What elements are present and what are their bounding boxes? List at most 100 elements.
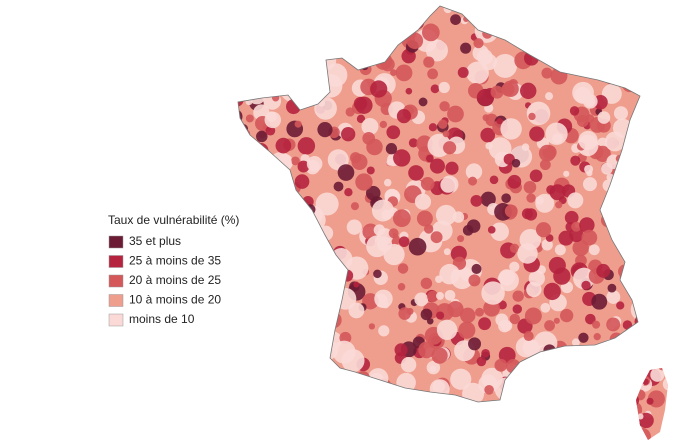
map-texture xyxy=(542,14,550,22)
map-texture xyxy=(254,373,266,385)
map-texture xyxy=(239,9,249,18)
map-texture xyxy=(479,6,495,10)
map-texture xyxy=(514,22,527,35)
map-texture xyxy=(386,414,409,437)
map-texture xyxy=(651,6,666,20)
map-texture xyxy=(438,119,448,129)
map-texture xyxy=(400,357,417,373)
map-texture xyxy=(280,78,305,102)
map-texture xyxy=(258,6,268,7)
map-texture xyxy=(397,6,414,17)
map-texture xyxy=(302,240,309,247)
map-texture xyxy=(445,161,459,175)
map-texture xyxy=(356,114,366,124)
map-texture xyxy=(324,40,340,56)
map-texture xyxy=(512,304,523,314)
map-texture xyxy=(472,405,483,417)
map-texture xyxy=(591,363,600,371)
map-texture xyxy=(550,67,568,85)
map-texture xyxy=(265,125,276,136)
map-texture xyxy=(243,6,256,9)
map-texture xyxy=(569,106,580,116)
map-texture xyxy=(545,92,554,101)
map-texture xyxy=(361,118,379,135)
map-texture xyxy=(257,248,272,263)
map-texture xyxy=(363,407,376,420)
map-texture xyxy=(480,127,496,143)
map-texture xyxy=(425,154,434,163)
map-texture xyxy=(622,76,638,93)
map-texture xyxy=(279,235,290,246)
map-texture xyxy=(355,393,364,402)
map-texture xyxy=(307,297,326,316)
map-texture xyxy=(329,386,340,397)
map-texture xyxy=(465,163,483,180)
map-texture xyxy=(238,241,242,252)
map-texture xyxy=(280,368,295,383)
map-texture xyxy=(299,6,323,31)
map-texture xyxy=(586,395,604,413)
map-texture xyxy=(657,361,667,371)
legend-label: 25 à moins de 35 xyxy=(129,254,221,268)
map-texture xyxy=(563,170,570,177)
map-texture xyxy=(541,412,565,435)
map-texture xyxy=(630,25,640,35)
map-texture xyxy=(372,44,389,62)
map-texture xyxy=(581,229,598,246)
map-texture xyxy=(590,383,603,396)
map-texture xyxy=(366,235,388,258)
map-texture xyxy=(495,313,509,327)
map-texture xyxy=(373,224,385,236)
map-texture xyxy=(538,144,556,162)
map-texture xyxy=(476,88,494,107)
legend: Taux de vulnérabilité (%) 35 et plus 25 à… xyxy=(108,213,239,327)
map-texture xyxy=(366,17,377,27)
map-texture xyxy=(246,278,264,296)
map-texture xyxy=(447,105,464,123)
map-texture xyxy=(398,307,411,320)
map-texture xyxy=(545,44,556,55)
map-texture xyxy=(238,10,246,20)
map-texture xyxy=(650,367,665,382)
map-texture xyxy=(321,403,331,413)
map-texture xyxy=(458,321,476,339)
map-texture xyxy=(238,38,250,53)
map-texture xyxy=(265,307,273,315)
map-texture xyxy=(493,53,518,78)
map-texture xyxy=(610,367,634,391)
map-texture xyxy=(483,409,493,419)
map-texture xyxy=(393,149,411,167)
map-texture xyxy=(460,42,472,54)
map-texture xyxy=(304,209,326,231)
map-texture xyxy=(490,222,509,242)
map-texture xyxy=(656,70,668,83)
map-texture xyxy=(371,199,394,222)
map-texture xyxy=(290,402,299,411)
map-texture xyxy=(251,294,274,317)
map-texture xyxy=(388,384,395,391)
map-texture xyxy=(367,368,389,389)
map-texture xyxy=(327,299,340,312)
map-texture xyxy=(537,414,553,430)
map-texture xyxy=(630,221,644,236)
map-texture xyxy=(634,389,646,401)
map-texture xyxy=(393,421,407,436)
map-texture xyxy=(294,243,304,253)
map-texture xyxy=(450,14,461,25)
map-texture xyxy=(480,53,498,71)
map-texture xyxy=(431,347,448,364)
map-texture xyxy=(258,375,273,390)
map-texture xyxy=(263,263,281,282)
map-texture xyxy=(623,32,638,47)
map-texture xyxy=(373,409,393,429)
map-texture xyxy=(561,413,572,424)
map-texture xyxy=(238,149,250,165)
map-texture xyxy=(249,176,259,187)
map-texture xyxy=(394,428,411,440)
map-texture xyxy=(344,188,353,197)
map-texture xyxy=(431,392,449,410)
map-texture xyxy=(511,158,521,168)
map-texture xyxy=(536,364,554,382)
map-texture xyxy=(571,338,580,347)
map-texture xyxy=(638,0,648,5)
